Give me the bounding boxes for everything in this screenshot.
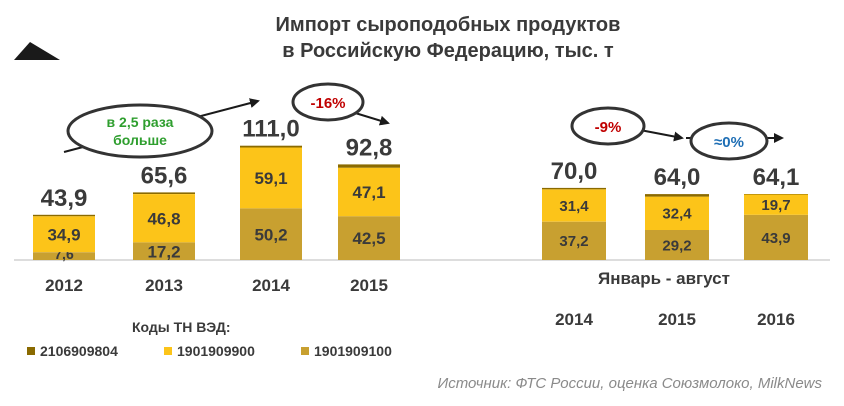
- bar-value-label-1901909900-2014: 31,4: [559, 198, 589, 215]
- legend-swatch-1901909100: [301, 347, 309, 355]
- legend-label-1901909100: 1901909100: [314, 343, 392, 359]
- legend: 2106909804 1901909900 1901909100: [27, 343, 392, 359]
- bar-value-label-1901909900-2015: 47,1: [352, 183, 385, 202]
- bar-segment-1901909100-2015: [645, 229, 709, 260]
- period-label: Январь - август: [598, 269, 730, 288]
- bar-segment-2106909804-2014: [542, 187, 606, 190]
- bar-segment-1901909100-2016: [744, 214, 808, 260]
- category-label-2015: 2015: [350, 276, 388, 295]
- bar-value-label-1901909100-2014: 37,2: [559, 233, 588, 250]
- source-note: Источник: ФТС России, оценка Союзмолоко,…: [437, 375, 822, 392]
- bar-value-label-1901909100-2014: 50,2: [254, 225, 287, 244]
- bubble-minus16: [291, 82, 365, 122]
- bar-segment-2106909804-2016: [744, 194, 808, 195]
- bubble-minus16-text: -16%: [310, 95, 345, 112]
- category-label-2012: 2012: [45, 276, 83, 295]
- category-label-2014: 2014: [555, 310, 593, 329]
- bar-segment-1901909100-2015: [338, 216, 400, 260]
- bar-segment-2106909804-2014: [240, 145, 302, 148]
- bar-value-label-1901909900-2013: 46,8: [147, 209, 180, 228]
- bar-total-label-2013: 65,6: [141, 162, 188, 189]
- decline-arrow-jan-aug: [639, 129, 684, 142]
- legend-label-1901909900: 1901909900: [177, 343, 255, 359]
- bar-segment-2106909804-2015: [645, 194, 709, 197]
- category-label-2015: 2015: [658, 310, 696, 329]
- bar-segment-1901909100-2014: [240, 208, 302, 260]
- chart-title-line1: Импорт сыроподобных продуктов: [276, 14, 621, 36]
- bar-total-label-2015: 92,8: [346, 134, 393, 161]
- bubble-growth-line2: больше: [113, 132, 167, 148]
- bar-value-label-1901909900-2015: 32,4: [662, 206, 692, 223]
- bubble-minus9: [570, 106, 646, 146]
- bar-value-label-1901909100-2015: 42,5: [352, 229, 385, 248]
- bar-value-label-1901909900-2012: 34,9: [47, 225, 80, 244]
- bar-total-label-2014: 111,0: [242, 116, 299, 143]
- bar-total-label-2015: 64,0: [654, 164, 701, 191]
- category-label-2016: 2016: [757, 310, 795, 329]
- bubble-growth: [66, 103, 214, 159]
- bar-value-label-1901909900-2016: 19,7: [761, 197, 790, 214]
- bar-segment-1901909900-2015: [338, 167, 400, 217]
- bubble-zero: [689, 121, 769, 161]
- bar-total-label-2014: 70,0: [551, 158, 598, 185]
- category-label-2013: 2013: [145, 276, 183, 295]
- bubble-zero-text: ≈0%: [714, 134, 744, 151]
- bar-segment-2106909804-2013: [133, 192, 195, 194]
- bar-segment-1901909900-2012: [33, 216, 95, 253]
- legend-label-2106909804: 2106909804: [40, 343, 118, 359]
- bar-total-label-2012: 43,9: [41, 185, 88, 212]
- bar-segment-2106909804-2015: [338, 164, 400, 168]
- bar-segment-1901909100-2013: [133, 242, 195, 260]
- legend-swatch-1901909900: [164, 347, 172, 355]
- bar-total-label-2016: 64,1: [753, 164, 800, 191]
- bar-value-label-1901909100-2016: 43,9: [761, 230, 790, 247]
- legend-swatch-2106909804: [27, 347, 35, 355]
- bubble-growth-line1: в 2,5 раза: [107, 114, 174, 130]
- category-label-2014: 2014: [252, 276, 290, 295]
- bar-value-label-1901909900-2014: 59,1: [254, 169, 287, 188]
- bar-segment-1901909100-2012: [33, 252, 95, 260]
- bar-segment-1901909100-2014: [542, 221, 606, 260]
- legend-title: Коды ТН ВЭД:: [132, 319, 231, 335]
- logo-wedge: [14, 42, 60, 60]
- bar-segment-1901909900-2016: [744, 194, 808, 215]
- bar-value-label-1901909100-2015: 29,2: [662, 237, 691, 254]
- bar-segment-1901909900-2014: [240, 147, 302, 209]
- bar-segment-1901909900-2015: [645, 196, 709, 230]
- bar-segment-2106909804-2012: [33, 214, 95, 217]
- chart-title-line2: в Российскую Федерацию, тыс. т: [282, 40, 614, 62]
- bar-segment-1901909900-2014: [542, 189, 606, 222]
- decline-arrow-2015: [351, 111, 390, 126]
- bar-value-label-1901909100-2013: 17,2: [147, 242, 180, 261]
- bars-group-annual: 7,634,943,9201217,246,865,6201350,259,11…: [33, 116, 400, 295]
- bars-group-jan-aug: 37,2 31,4 70,0 2014 29,2 32,4 64,0 2015 43,9 19,7…: [542, 158, 808, 329]
- bar-segment-1901909900-2013: [133, 194, 195, 243]
- bubble-minus9-text: -9%: [595, 119, 622, 136]
